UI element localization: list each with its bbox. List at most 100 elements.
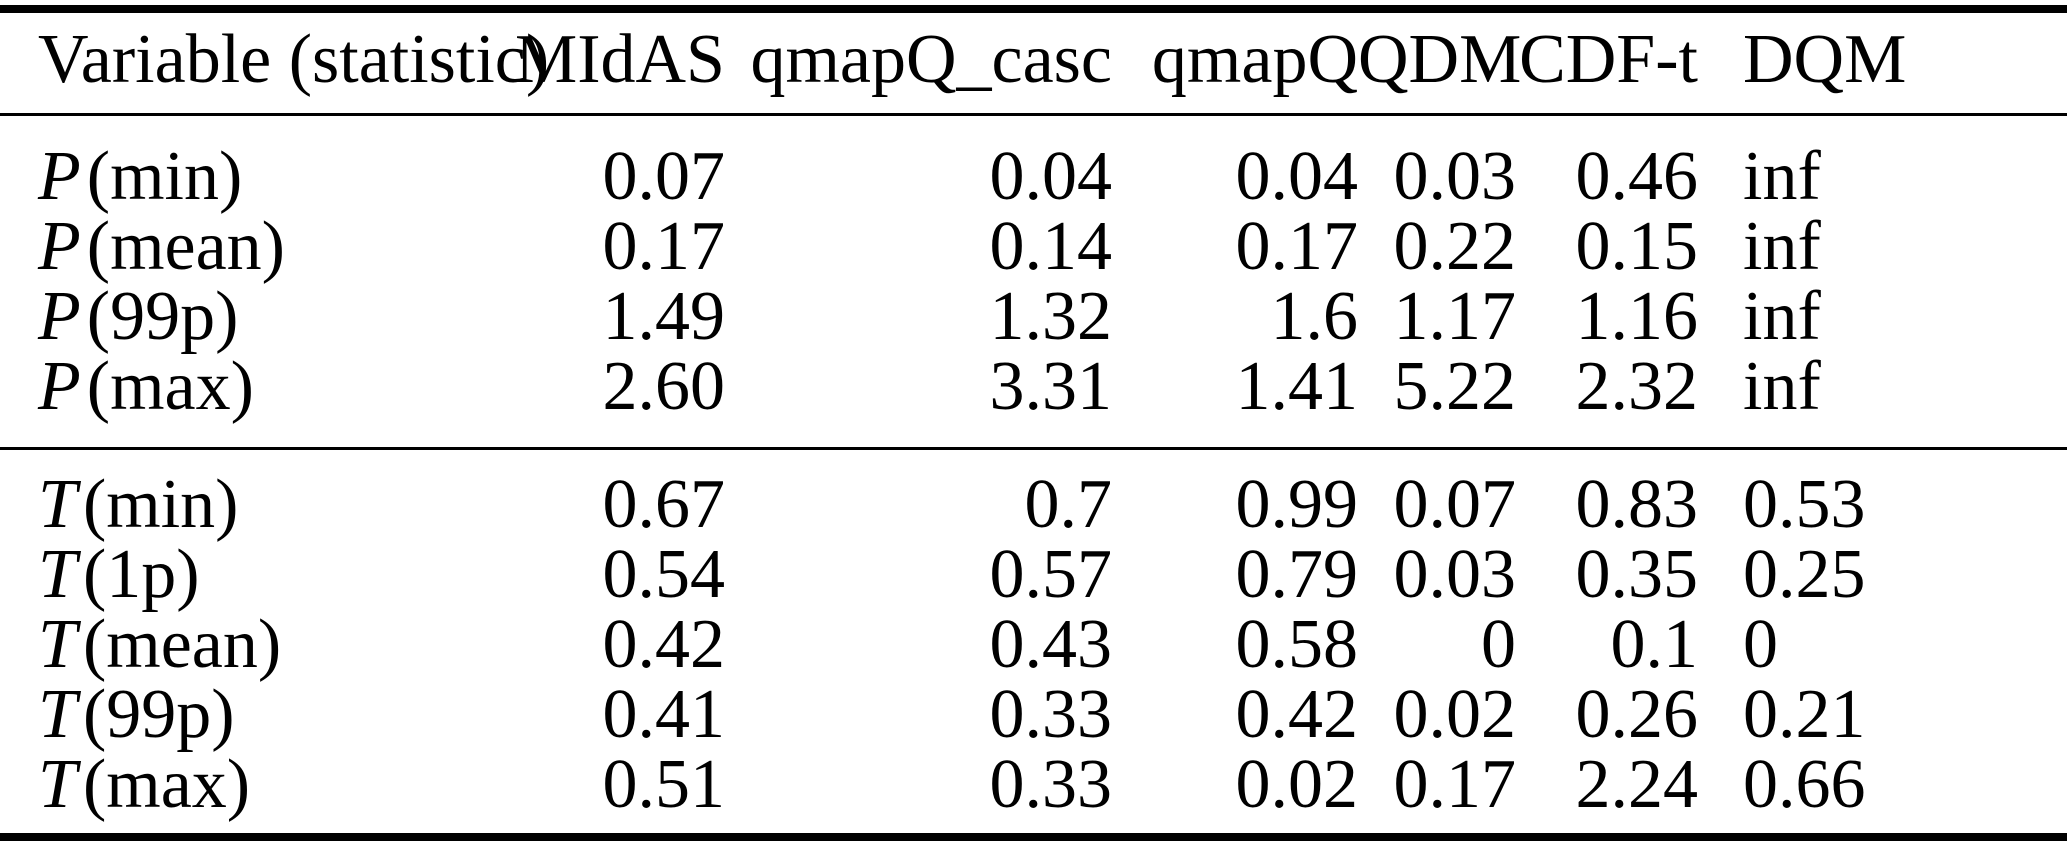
column-header-midas: MIdAS bbox=[514, 21, 725, 98]
value-cell-qmapq: 0.02 bbox=[1235, 746, 1359, 823]
variable-symbol: T bbox=[38, 536, 77, 613]
variable-symbol: T bbox=[38, 606, 77, 683]
value-cell-qmapq-casc: 3.31 bbox=[989, 348, 1113, 425]
statistic-label: (mean) bbox=[82, 606, 282, 683]
variable-cell: T(1p) bbox=[0, 540, 500, 610]
column-header-dqm: DQM bbox=[1743, 21, 1907, 98]
value-cell-dqm: 0 bbox=[1743, 606, 1778, 683]
statistic-label: (1p) bbox=[82, 536, 200, 613]
column-header-qmapq-casc: qmapQ_casc bbox=[750, 21, 1112, 98]
value-cell-midas: 0.41 bbox=[602, 676, 726, 753]
table-row-t-1p: T(1p) 0.54 0.57 0.79 0.03 0.35 0.25 bbox=[0, 540, 2067, 610]
value-cell-qmapq-casc: 0.14 bbox=[989, 208, 1113, 285]
value-cell-qmapq: 0.17 bbox=[1235, 208, 1359, 285]
variable-symbol: P bbox=[38, 348, 81, 425]
value-cell-qmapq-casc: 1.32 bbox=[989, 278, 1113, 355]
section-precipitation: P(min) 0.07 0.04 0.04 0.03 0.46 inf P(mean) 0.17… bbox=[0, 115, 2067, 449]
value-cell-dqm: 0.21 bbox=[1743, 676, 1866, 753]
value-cell-midas: 0.42 bbox=[602, 606, 726, 683]
value-cell-qdm: 0.03 bbox=[1393, 536, 1517, 613]
value-cell-dqm: inf bbox=[1743, 278, 1821, 355]
statistic-label: (mean) bbox=[86, 208, 285, 285]
table-row-t-max: T(max) 0.51 0.33 0.02 0.17 2.24 0.66 bbox=[0, 750, 2067, 837]
value-cell-cdf-t: 0.35 bbox=[1575, 536, 1699, 613]
variable-cell: T(99p) bbox=[0, 680, 500, 750]
value-cell-dqm: 0.53 bbox=[1743, 466, 1866, 543]
value-cell-midas: 0.17 bbox=[602, 208, 726, 285]
value-cell-qdm: 5.22 bbox=[1393, 348, 1517, 425]
results-table: Variable (statistic) MIdAS qmapQ_casc qmapQ… bbox=[0, 5, 2067, 841]
value-cell-qmapq: 1.6 bbox=[1270, 278, 1359, 355]
variable-cell: P(mean) bbox=[0, 212, 500, 282]
value-cell-dqm: inf bbox=[1743, 348, 1821, 425]
value-cell-cdf-t: 0.26 bbox=[1575, 676, 1699, 753]
value-cell-qdm: 0 bbox=[1481, 606, 1516, 683]
value-cell-qdm: 0.22 bbox=[1393, 208, 1517, 285]
value-cell-cdf-t: 1.16 bbox=[1575, 278, 1699, 355]
value-cell-midas: 0.67 bbox=[602, 466, 726, 543]
variable-cell: P(min) bbox=[0, 115, 500, 213]
variable-cell: T(max) bbox=[0, 750, 500, 837]
statistic-label: (max) bbox=[82, 746, 251, 823]
statistic-label: (99p) bbox=[86, 278, 239, 355]
table-row-p-99p: P(99p) 1.49 1.32 1.6 1.17 1.16 inf bbox=[0, 282, 2067, 352]
value-cell-qdm: 0.17 bbox=[1393, 746, 1517, 823]
statistic-label: (max) bbox=[86, 348, 254, 425]
value-cell-qmapq-casc: 0.33 bbox=[989, 746, 1113, 823]
value-cell-cdf-t: 2.32 bbox=[1575, 348, 1699, 425]
statistic-label: (99p) bbox=[82, 676, 235, 753]
table-row-t-min: T(min) 0.67 0.7 0.99 0.07 0.83 0.53 bbox=[0, 449, 2067, 541]
value-cell-midas: 0.54 bbox=[602, 536, 726, 613]
section-temperature: T(min) 0.67 0.7 0.99 0.07 0.83 0.53 T(1p) 0.54 0.… bbox=[0, 448, 2067, 838]
value-cell-cdf-t: 0.83 bbox=[1575, 466, 1699, 543]
column-header-qdm: QDM bbox=[1358, 21, 1522, 98]
value-cell-dqm: inf bbox=[1743, 208, 1821, 285]
variable-symbol: P bbox=[38, 278, 81, 355]
value-cell-qdm: 0.03 bbox=[1393, 138, 1517, 215]
table-row-p-mean: P(mean) 0.17 0.14 0.17 0.22 0.15 inf bbox=[0, 212, 2067, 282]
column-header-variable-statistic: Variable (statistic) bbox=[38, 21, 550, 98]
variable-cell: T(mean) bbox=[0, 610, 500, 680]
value-cell-qmapq-casc: 0.43 bbox=[989, 606, 1113, 683]
value-cell-qmapq: 0.79 bbox=[1235, 536, 1359, 613]
value-cell-cdf-t: 0.1 bbox=[1610, 606, 1699, 683]
value-cell-cdf-t: 0.46 bbox=[1575, 138, 1699, 215]
value-cell-midas: 1.49 bbox=[602, 278, 726, 355]
value-cell-qdm: 0.02 bbox=[1393, 676, 1517, 753]
table-header: Variable (statistic) MIdAS qmapQ_casc qmapQ… bbox=[0, 9, 2067, 115]
column-header-qmapq: qmapQ bbox=[1151, 21, 1358, 98]
variable-symbol: P bbox=[38, 208, 81, 285]
header-row: Variable (statistic) MIdAS qmapQ_casc qmapQ… bbox=[0, 9, 2067, 115]
value-cell-cdf-t: 0.15 bbox=[1575, 208, 1699, 285]
table-row-t-mean: T(mean) 0.42 0.43 0.58 0 0.1 0 bbox=[0, 610, 2067, 680]
column-header-cdf-t: CDF-t bbox=[1519, 21, 1698, 98]
variable-cell: P(99p) bbox=[0, 282, 500, 352]
variable-symbol: P bbox=[38, 138, 81, 215]
value-cell-qmapq-casc: 0.7 bbox=[1024, 466, 1113, 543]
table-row-t-99p: T(99p) 0.41 0.33 0.42 0.02 0.26 0.21 bbox=[0, 680, 2067, 750]
value-cell-qmapq-casc: 0.33 bbox=[989, 676, 1113, 753]
value-cell-midas: 0.07 bbox=[602, 138, 726, 215]
variable-cell: T(min) bbox=[0, 449, 500, 541]
value-cell-qmapq-casc: 0.04 bbox=[989, 138, 1113, 215]
statistic-label: (min) bbox=[86, 138, 243, 215]
value-cell-qmapq: 0.99 bbox=[1235, 466, 1359, 543]
value-cell-qdm: 1.17 bbox=[1393, 278, 1517, 355]
value-cell-midas: 0.51 bbox=[602, 746, 726, 823]
variable-symbol: T bbox=[38, 746, 77, 823]
table-row-p-min: P(min) 0.07 0.04 0.04 0.03 0.46 inf bbox=[0, 115, 2067, 213]
variable-cell: P(max) bbox=[0, 352, 500, 449]
value-cell-qmapq: 1.41 bbox=[1235, 348, 1359, 425]
variable-symbol: T bbox=[38, 466, 77, 543]
value-cell-cdf-t: 2.24 bbox=[1575, 746, 1699, 823]
value-cell-midas: 2.60 bbox=[602, 348, 726, 425]
value-cell-qmapq: 0.42 bbox=[1235, 676, 1359, 753]
value-cell-dqm: inf bbox=[1743, 138, 1821, 215]
value-cell-qdm: 0.07 bbox=[1393, 466, 1517, 543]
value-cell-dqm: 0.25 bbox=[1743, 536, 1866, 613]
statistic-label: (min) bbox=[82, 466, 239, 543]
value-cell-qmapq: 0.58 bbox=[1235, 606, 1359, 683]
value-cell-dqm: 0.66 bbox=[1743, 746, 1866, 823]
value-cell-qmapq-casc: 0.57 bbox=[989, 536, 1113, 613]
